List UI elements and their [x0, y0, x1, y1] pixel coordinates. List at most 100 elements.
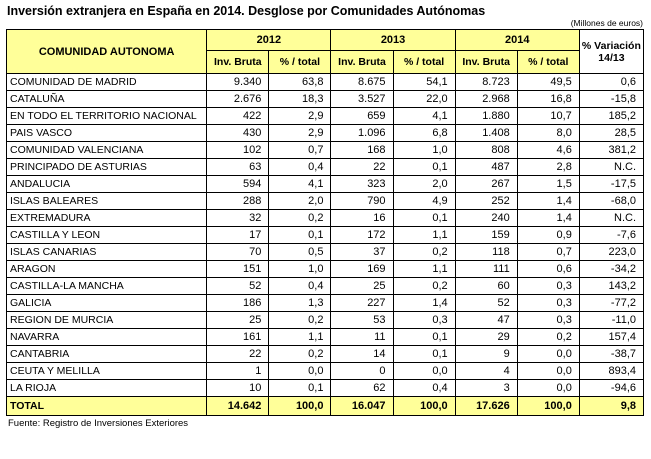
- value-cell: 8.675: [330, 73, 394, 91]
- table-header: COMUNIDAD AUTONOMA 2012 2013 2014 % Vari…: [5, 29, 645, 74]
- value-cell: 0,2: [268, 209, 332, 227]
- value-cell: 102: [206, 141, 270, 159]
- community-name-cell: PAIS VASCO: [5, 124, 208, 142]
- value-cell: 0,6: [516, 260, 580, 278]
- value-cell: 63: [206, 158, 270, 176]
- corner-header: COMUNIDAD AUTONOMA: [5, 29, 208, 74]
- value-cell: 22,0: [392, 90, 456, 108]
- community-name-cell: ARAGON: [5, 260, 208, 278]
- value-cell: 0,2: [392, 277, 456, 295]
- value-cell: 4,1: [392, 107, 456, 125]
- value-cell: 157,4: [578, 328, 645, 346]
- value-cell: 2.676: [206, 90, 270, 108]
- table-row: GALICIA 186 1,3 227 1,4 52 0,3 -77,2: [5, 294, 645, 312]
- value-cell: 10: [206, 379, 270, 397]
- table-row: ANDALUCIA 594 4,1 323 2,0 267 1,5 -17,5: [5, 175, 645, 193]
- value-cell: 790: [330, 192, 394, 210]
- value-cell: 594: [206, 175, 270, 193]
- value-cell: 159: [454, 226, 518, 244]
- table-row: ARAGON 151 1,0 169 1,1 111 0,6 -34,2: [5, 260, 645, 278]
- value-cell: 9.340: [206, 73, 270, 91]
- value-cell: 100,0: [392, 396, 456, 416]
- value-cell: 1,3: [268, 294, 332, 312]
- value-cell: 381,2: [578, 141, 645, 159]
- table-row: ISLAS BALEARES 288 2,0 790 4,9 252 1,4 -68,0: [5, 192, 645, 210]
- value-cell: 47: [454, 311, 518, 329]
- value-cell: 2,0: [392, 175, 456, 193]
- value-cell: 430: [206, 124, 270, 142]
- table-row: CANTABRIA 22 0,2 14 0,1 9 0,0 -38,7: [5, 345, 645, 363]
- value-cell: 808: [454, 141, 518, 159]
- total-row: TOTAL 14.642 100,0 16.047 100,0 17.626 100,0 9,…: [5, 396, 645, 416]
- value-cell: 16.047: [330, 396, 394, 416]
- value-cell: -11,0: [578, 311, 645, 329]
- value-cell: 52: [206, 277, 270, 295]
- value-cell: 0,0: [268, 362, 332, 380]
- value-cell: 893,4: [578, 362, 645, 380]
- value-cell: 1,1: [268, 328, 332, 346]
- value-cell: -68,0: [578, 192, 645, 210]
- subheader-pct-total-2012: % / total: [268, 50, 332, 74]
- value-cell: 8.723: [454, 73, 518, 91]
- community-name-cell: GALICIA: [5, 294, 208, 312]
- value-cell: 267: [454, 175, 518, 193]
- value-cell: 0,1: [268, 379, 332, 397]
- source-note: Fuente: Registro de Inversiones Exterior…: [8, 418, 189, 429]
- value-cell: 0,2: [516, 328, 580, 346]
- table-row: CEUTA Y MELILLA 1 0,0 0 0,0 4 0,0 893,4: [5, 362, 645, 380]
- community-name-cell: COMUNIDAD VALENCIANA: [5, 141, 208, 159]
- community-name-cell: CATALUÑA: [5, 90, 208, 108]
- community-name-cell: NAVARRA: [5, 328, 208, 346]
- value-cell: 323: [330, 175, 394, 193]
- value-cell: 22: [330, 158, 394, 176]
- value-cell: 0,3: [516, 294, 580, 312]
- value-cell: 659: [330, 107, 394, 125]
- value-cell: 1,5: [516, 175, 580, 193]
- value-cell: 54,1: [392, 73, 456, 91]
- value-cell: 0,2: [392, 243, 456, 261]
- table-row: ISLAS CANARIAS 70 0,5 37 0,2 118 0,7 223,0: [5, 243, 645, 261]
- table-row: PRINCIPADO DE ASTURIAS 63 0,4 22 0,1 487 2,8 N.…: [5, 158, 645, 176]
- table-row: COMUNIDAD VALENCIANA 102 0,7 168 1,0 808 4,6 38…: [5, 141, 645, 159]
- value-cell: 0,3: [516, 311, 580, 329]
- value-cell: 288: [206, 192, 270, 210]
- table-row: CASTILLA-LA MANCHA 52 0,4 25 0,2 60 0,3 143,2: [5, 277, 645, 295]
- community-name-cell: CANTABRIA: [5, 345, 208, 363]
- community-name-cell: ISLAS BALEARES: [5, 192, 208, 210]
- value-cell: 1,1: [392, 260, 456, 278]
- value-cell: 227: [330, 294, 394, 312]
- value-cell: 9: [454, 345, 518, 363]
- value-cell: 0,1: [392, 209, 456, 227]
- subheader-inv-bruta-2014: Inv. Bruta: [454, 50, 518, 74]
- value-cell: 0,9: [516, 226, 580, 244]
- year-header-2014: 2014: [454, 29, 580, 51]
- value-cell: 100,0: [268, 396, 332, 416]
- community-name-cell: EXTREMADURA: [5, 209, 208, 227]
- table-row: EN TODO EL TERRITORIO NACIONAL 422 2,9 659 4…: [5, 107, 645, 125]
- subheader-inv-bruta-2013: Inv. Bruta: [330, 50, 394, 74]
- subheader-inv-bruta-2012: Inv. Bruta: [206, 50, 270, 74]
- table-row: LA RIOJA 10 0,1 62 0,4 3 0,0 -94,6: [5, 379, 645, 397]
- value-cell: 168: [330, 141, 394, 159]
- value-cell: 4: [454, 362, 518, 380]
- units-note: (Millones de euros): [570, 18, 643, 28]
- value-cell: -38,7: [578, 345, 645, 363]
- value-cell: 0,2: [268, 311, 332, 329]
- value-cell: 2,0: [268, 192, 332, 210]
- value-cell: 0,3: [392, 311, 456, 329]
- value-cell: 1,1: [392, 226, 456, 244]
- table-row: NAVARRA 161 1,1 11 0,1 29 0,2 157,4: [5, 328, 645, 346]
- value-cell: 4,9: [392, 192, 456, 210]
- value-cell: 8,0: [516, 124, 580, 142]
- value-cell: 223,0: [578, 243, 645, 261]
- year-header-2012: 2012: [206, 29, 332, 51]
- community-name-cell: LA RIOJA: [5, 379, 208, 397]
- value-cell: 17.626: [454, 396, 518, 416]
- community-name-cell: CEUTA Y MELILLA: [5, 362, 208, 380]
- value-cell: 185,2: [578, 107, 645, 125]
- value-cell: 0,3: [516, 277, 580, 295]
- value-cell: 172: [330, 226, 394, 244]
- value-cell: 0,0: [516, 345, 580, 363]
- subheader-pct-total-2014: % / total: [516, 50, 580, 74]
- year-header-2013: 2013: [330, 29, 456, 51]
